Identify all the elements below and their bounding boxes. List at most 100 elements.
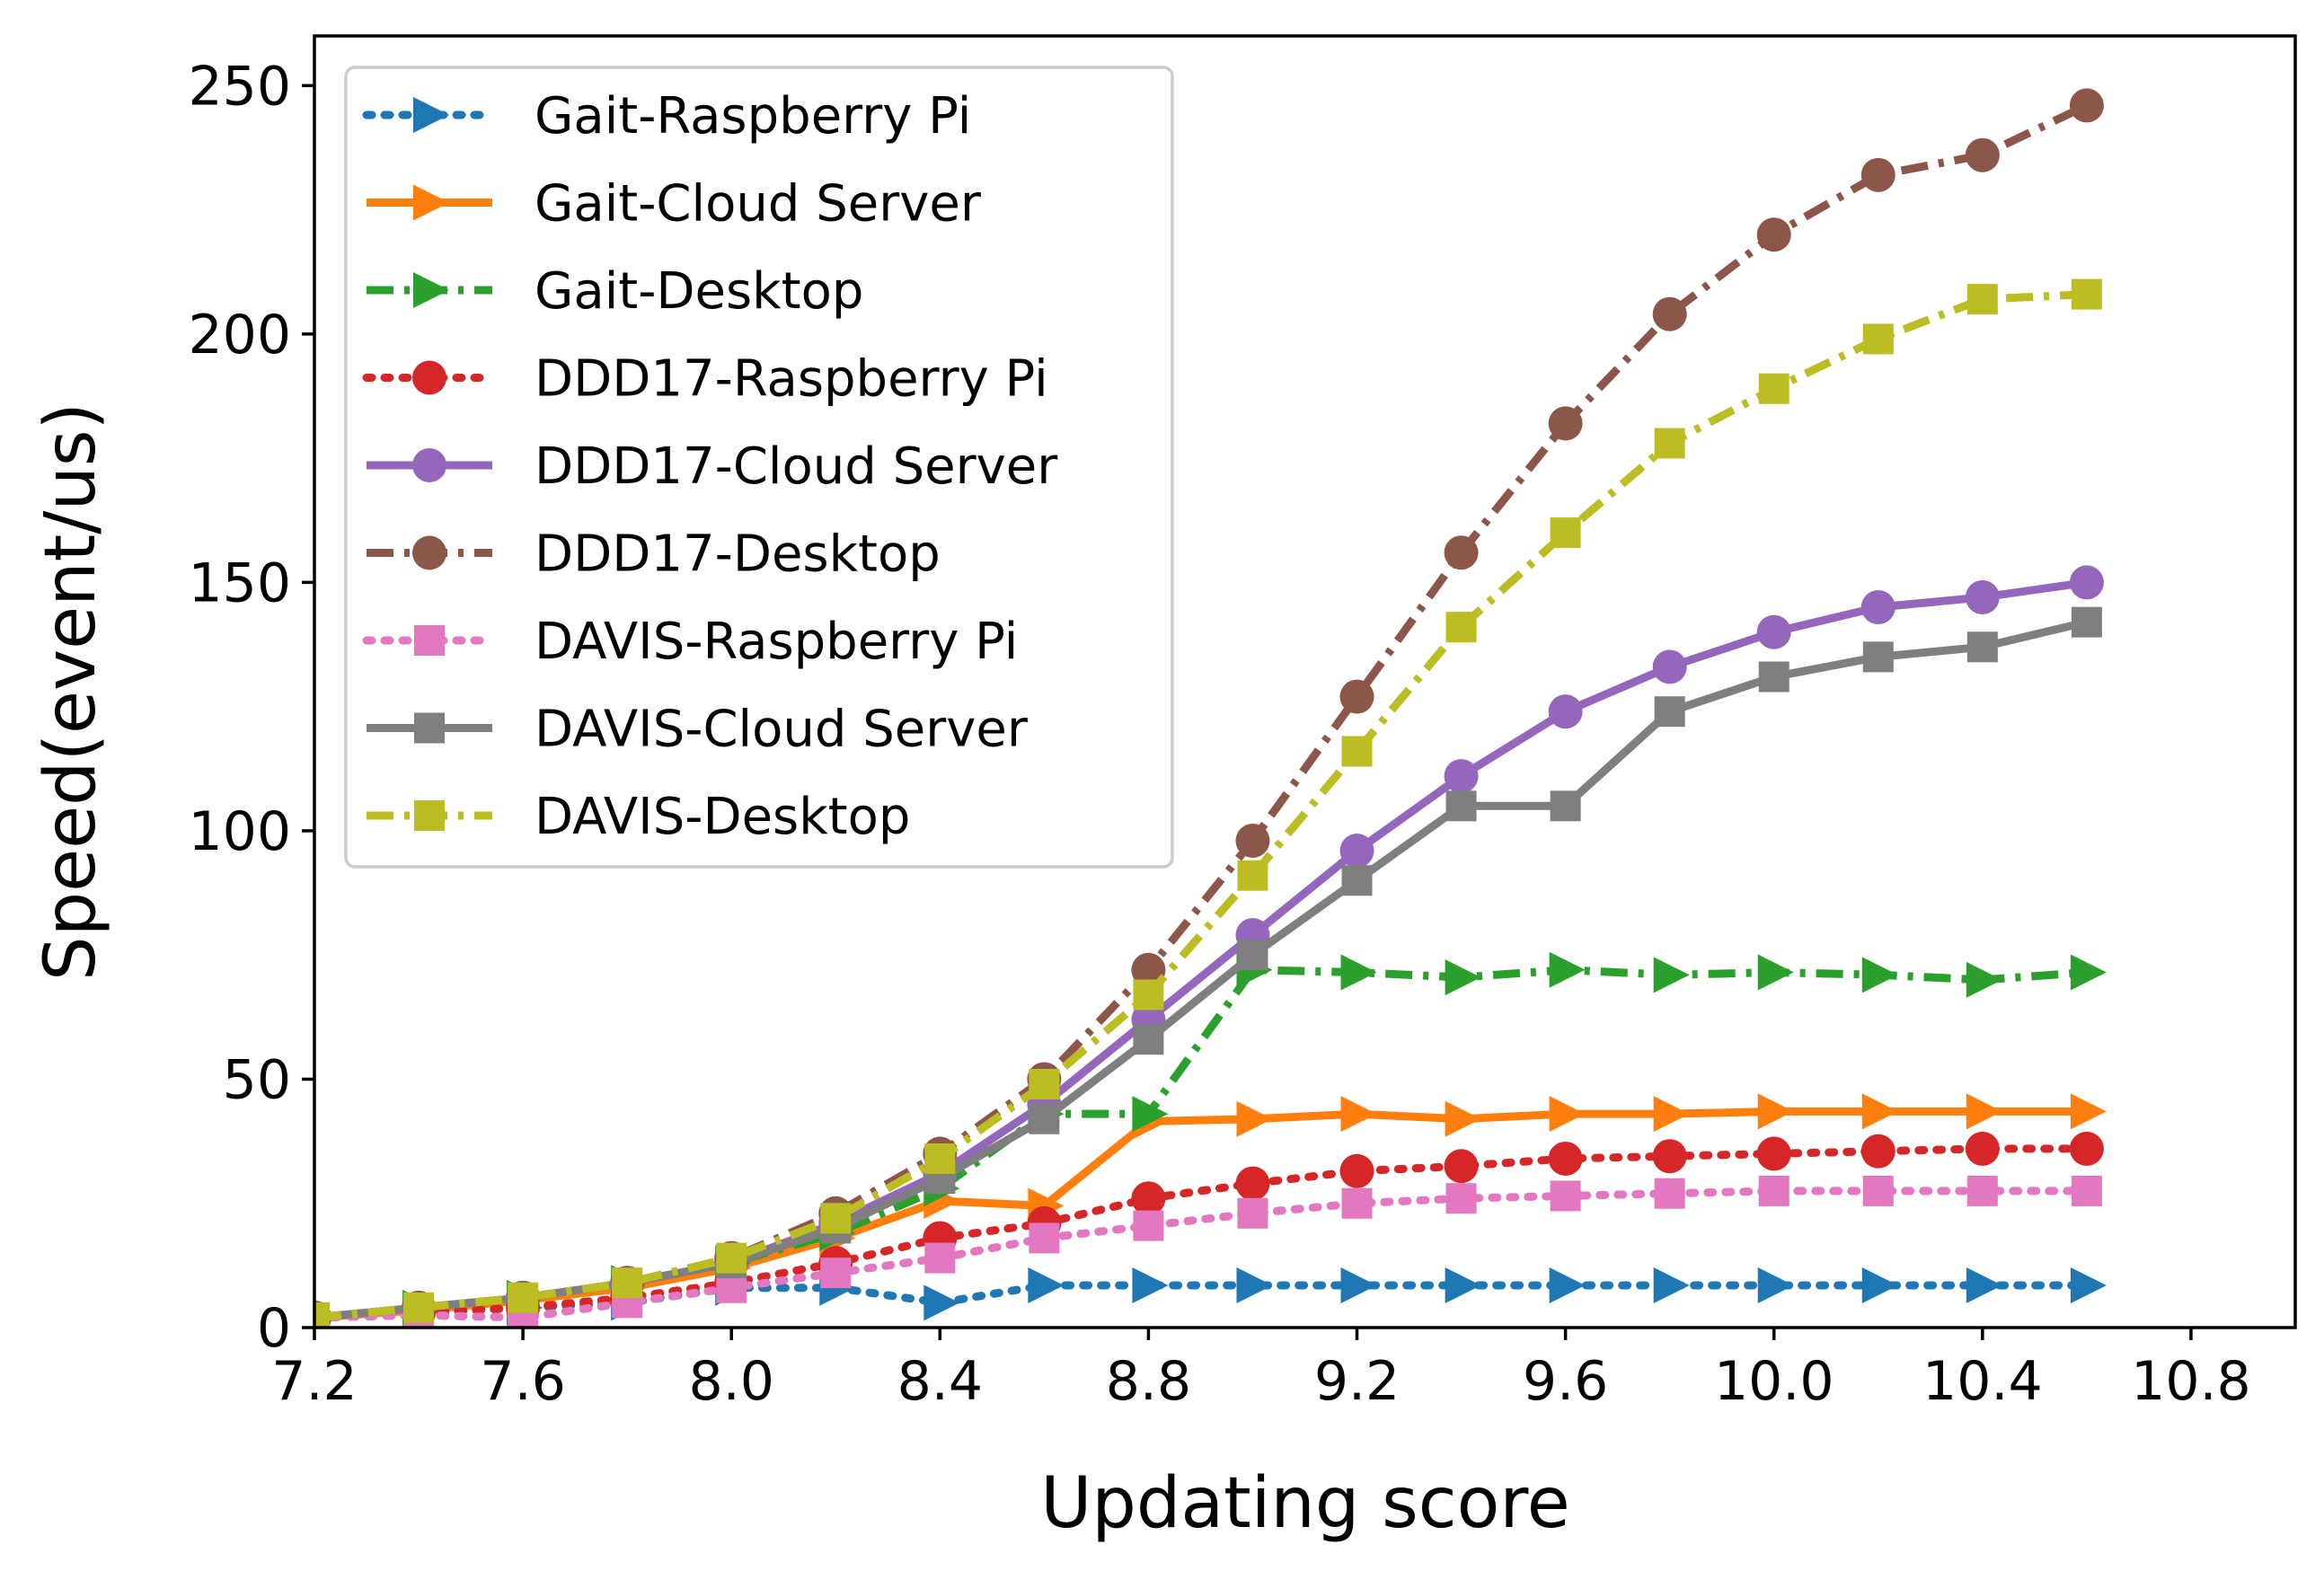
data-point-ddd17-raspberry-pi [1652,1139,1687,1174]
legend-marker [414,625,445,656]
legend-item-ddd17-cloud-server: DDD17-Cloud Server [367,437,1058,496]
legend-marker [412,535,446,570]
data-point-ddd17-desktop [1652,296,1687,331]
y-tick-label: 200 [188,304,291,366]
legend-item-ddd17-raspberry-pi: DDD17-Raspberry Pi [362,350,1048,409]
data-point-ddd17-raspberry-pi [1548,1141,1583,1176]
legend-label: Gait-Cloud Server [535,175,982,234]
legend-item-davis-cloud-server: DAVIS-Cloud Server [367,701,1029,759]
data-point-davis-cloud-server [1341,865,1373,896]
data-point-ddd17-cloud-server [1548,694,1583,729]
data-point-davis-cloud-server [2071,606,2102,638]
data-point-ddd17-raspberry-pi [1131,1181,1166,1216]
x-tick-label: 8.4 [897,1350,983,1413]
data-point-davis-desktop [1445,612,1477,643]
data-point-davis-raspberry-pi [1029,1222,1060,1254]
legend-item-gait-cloud-server: Gait-Cloud Server [367,175,982,234]
data-point-ddd17-desktop [2069,88,2104,123]
data-point-ddd17-desktop [1131,952,1166,987]
y-tick-label: 100 [188,800,291,863]
data-point-ddd17-raspberry-pi [1235,1166,1270,1201]
data-point-davis-desktop [1758,373,1789,404]
data-point-gait-raspberry-pi [2070,1267,2107,1303]
data-point-gait-raspberry-pi [923,1284,960,1321]
data-point-gait-desktop [1861,957,1898,993]
data-point-davis-raspberry-pi [1654,1178,1685,1209]
data-point-gait-raspberry-pi [1549,1267,1586,1303]
x-tick-label: 10.8 [2131,1350,2251,1413]
series-line-gait-desktop [314,966,2088,1322]
data-point-gait-desktop [1340,954,1377,991]
data-point-gait-raspberry-pi [1132,1267,1169,1303]
data-point-davis-desktop [1654,428,1685,459]
data-point-gait-desktop [1757,954,1794,991]
legend-marker [413,272,449,308]
data-point-ddd17-raspberry-pi [1444,1149,1479,1184]
legend-marker [412,360,446,395]
data-point-gait-desktop [1549,951,1586,988]
data-point-ddd17-desktop [1235,823,1270,858]
data-point-davis-desktop [2071,278,2102,310]
data-point-davis-desktop [314,1302,330,1328]
data-point-davis-raspberry-pi [1862,1175,1894,1206]
data-point-davis-desktop [1133,979,1164,1011]
legend-item-davis-desktop: DAVIS-Desktop [367,788,910,846]
data-point-davis-cloud-server [1550,790,1581,822]
data-point-ddd17-desktop [1339,679,1374,714]
data-point-ddd17-raspberry-pi [2069,1131,2104,1166]
data-point-davis-desktop [1341,736,1373,767]
legend-item-gait-desktop: Gait-Desktop [367,262,863,321]
data-point-davis-raspberry-pi [1550,1180,1581,1212]
data-point-ddd17-raspberry-pi [1339,1153,1374,1188]
data-point-ddd17-cloud-server [1756,614,1791,649]
data-point-ddd17-desktop [1965,137,2000,172]
x-tick-label: 10.0 [1714,1350,1834,1413]
data-point-gait-desktop [1653,957,1690,993]
data-point-davis-desktop [924,1143,956,1174]
legend-label: DAVIS-Desktop [535,788,910,846]
x-axis-label: Updating score [1040,1463,1570,1544]
y-axis-label: Speed(event/us) [31,402,111,981]
data-point-ddd17-desktop [1860,157,1895,192]
data-point-davis-desktop [1550,517,1581,549]
series-line-ddd17-raspberry-pi [314,1144,2091,1322]
series-davis-desktop [314,278,2102,1328]
data-point-davis-raspberry-pi [1237,1197,1268,1229]
data-point-davis-raspberry-pi [2071,1175,2102,1206]
data-point-davis-cloud-server [1237,940,1268,971]
x-tick-label: 8.0 [688,1350,773,1413]
data-point-davis-cloud-server [1133,1024,1164,1055]
data-point-davis-desktop [508,1282,539,1313]
legend-item-gait-raspberry-pi: Gait-Raspberry Pi [362,87,971,146]
x-axis-ticks: 7.2 7.6 8.0 8.4 8.8 9.2 9.6 10.0 10.4 10.8 [271,1328,2251,1413]
data-point-davis-desktop [820,1203,852,1234]
data-point-gait-cloud-server [1757,1093,1794,1130]
data-point-ddd17-cloud-server [2069,565,2104,600]
legend-label: DDD17-Desktop [535,525,941,584]
data-point-ddd17-cloud-server [1860,590,1895,625]
legend-label: DDD17-Raspberry Pi [535,350,1048,409]
data-point-gait-cloud-server [1966,1093,2002,1130]
data-point-gait-raspberry-pi [1445,1267,1481,1303]
series-ddd17-raspberry-pi [314,1131,2104,1328]
legend-label: Gait-Desktop [535,262,863,321]
y-tick-label: 250 [188,55,291,118]
data-point-davis-raspberry-pi [1133,1210,1164,1241]
data-point-gait-cloud-server [1340,1096,1377,1133]
data-point-gait-desktop [1132,1096,1169,1133]
data-point-gait-raspberry-pi [1653,1267,1690,1303]
series-line-davis-cloud-server [314,618,2088,1322]
y-tick-label: 50 [223,1048,291,1111]
y-tick-label: 0 [257,1297,291,1360]
data-point-gait-cloud-server [2070,1093,2107,1130]
data-point-davis-cloud-server [1445,790,1477,822]
series-gait-desktop [314,951,2107,1328]
data-point-ddd17-cloud-server [1652,649,1687,684]
legend-marker [413,184,449,221]
data-point-davis-cloud-server [1029,1103,1060,1134]
series-davis-raspberry-pi [314,1175,2102,1328]
data-point-ddd17-desktop [1548,406,1583,441]
x-tick-label: 8.8 [1106,1350,1191,1413]
legend-marker [414,800,445,831]
